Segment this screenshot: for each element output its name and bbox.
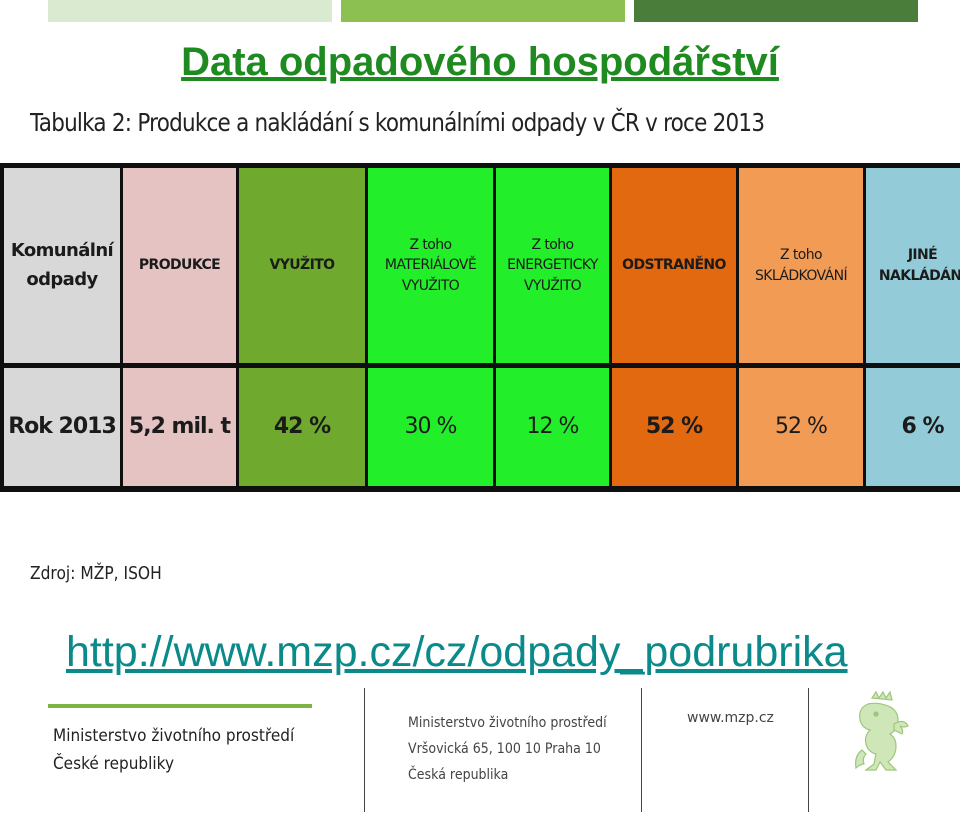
value-jine-nakladani: 6 % <box>866 368 960 486</box>
footer-org-line2: České republiky <box>53 754 175 774</box>
top-accent-bar-mid <box>341 0 625 22</box>
value-vyuzito: 42 % <box>239 368 365 486</box>
footer-org-line1: Ministerstvo životního prostředí <box>53 726 295 746</box>
value-energeticky-vyuzito: 12 % <box>496 368 609 486</box>
footer-address-line3: Česká republika <box>408 767 509 783</box>
footer-address-line1: Ministerstvo životního prostředí <box>408 715 607 731</box>
footer-divider <box>364 688 365 812</box>
header-jine-nakladani: JINÉ NAKLÁDÁNÍ <box>866 168 960 363</box>
mzp-url-link[interactable]: http://www.mzp.cz/cz/odpady_podrubrika <box>66 628 848 676</box>
footer-web: www.mzp.cz <box>687 710 774 726</box>
header-komunalni-odpady: Komunální odpady <box>4 168 120 363</box>
footer-divider <box>641 688 642 812</box>
waste-data-table: Komunální odpady PRODUKCE VYUŽITO Z toho… <box>0 163 960 492</box>
header-materialove-vyuzito: Z toho MATERIÁLOVĚ VYUŽITO <box>368 168 493 363</box>
source-note: Zdroj: MŽP, ISOH <box>30 563 162 584</box>
footer-accent-rule <box>48 704 312 708</box>
header-energeticky-vyuzito: Z toho ENERGETICKY VYUŽITO <box>496 168 609 363</box>
header-odstraneno: ODSTRANĚNO <box>612 168 736 363</box>
czech-lion-icon <box>855 690 909 771</box>
page-title: Data odpadového hospodářství <box>181 40 779 84</box>
value-rok: Rok 2013 <box>4 368 120 486</box>
value-produkce: 5,2 mil. t <box>123 368 236 486</box>
top-accent-bar-dark <box>634 0 918 22</box>
table-caption: Tabulka 2: Produkce a nakládání s komuná… <box>30 108 765 137</box>
value-odstraneno: 52 % <box>612 368 736 486</box>
header-vyuzito: VYUŽITO <box>239 168 365 363</box>
value-skladkovani: 52 % <box>739 368 863 486</box>
header-produkce: PRODUKCE <box>123 168 236 363</box>
value-materialove-vyuzito: 30 % <box>368 368 493 486</box>
footer-org-name: Ministerstvo životního prostředí České r… <box>53 722 294 778</box>
header-skladkovani: Z toho SKLÁDKOVÁNÍ <box>739 168 863 363</box>
top-accent-bar-light <box>48 0 332 22</box>
footer-address-line2: Vršovická 65, 100 10 Praha 10 <box>408 741 601 757</box>
footer-divider <box>808 688 809 812</box>
footer-address: Ministerstvo životního prostředí Vršovic… <box>408 710 607 788</box>
